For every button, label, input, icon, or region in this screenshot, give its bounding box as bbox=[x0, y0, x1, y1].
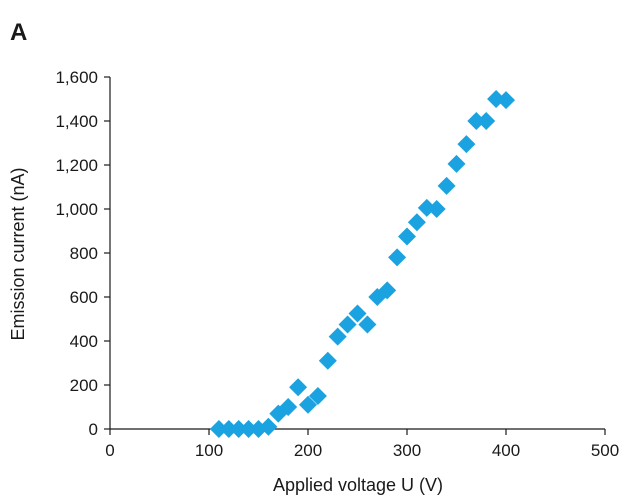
y-axis-ticks: 0 200 400 600 800 1,000 1,200 1,400 1,600 bbox=[55, 68, 110, 439]
data-point bbox=[328, 327, 347, 346]
data-point bbox=[239, 420, 258, 438]
x-tick-label: 200 bbox=[294, 441, 322, 460]
y-tick-label: 800 bbox=[70, 244, 98, 263]
data-point bbox=[497, 91, 515, 110]
data-point bbox=[299, 395, 317, 414]
data-point bbox=[358, 315, 377, 334]
y-tick-label: 600 bbox=[70, 288, 98, 307]
data-point bbox=[308, 387, 327, 405]
axes bbox=[109, 77, 605, 430]
data-point bbox=[388, 248, 407, 267]
x-tick-label: 0 bbox=[105, 441, 114, 460]
y-tick-label: 400 bbox=[70, 332, 98, 351]
data-point bbox=[318, 351, 337, 370]
x-axis-ticks: 0 100 200 300 400 500 bbox=[105, 429, 619, 460]
data-point bbox=[289, 378, 308, 397]
data-point bbox=[407, 213, 426, 232]
panel-label: A bbox=[10, 19, 27, 46]
x-axis-title: Applied voltage U (V) bbox=[273, 475, 443, 495]
data-point bbox=[457, 135, 476, 154]
y-tick-label: 200 bbox=[70, 376, 98, 395]
y-tick-label: 1,600 bbox=[55, 68, 98, 87]
data-point bbox=[338, 315, 357, 334]
data-point bbox=[219, 420, 238, 438]
data-point bbox=[398, 227, 416, 246]
data-point bbox=[378, 281, 397, 300]
data-point bbox=[427, 200, 446, 218]
data-point bbox=[209, 420, 228, 438]
x-tick-label: 500 bbox=[591, 441, 619, 460]
data-points bbox=[209, 90, 515, 438]
data-point bbox=[467, 112, 486, 130]
y-axis-title: Emission current (nA) bbox=[8, 167, 28, 340]
y-tick-label: 0 bbox=[89, 420, 98, 439]
y-tick-label: 1,000 bbox=[55, 200, 98, 219]
x-tick-label: 300 bbox=[393, 441, 421, 460]
y-tick-label: 1,400 bbox=[55, 112, 98, 131]
data-point bbox=[447, 154, 466, 173]
x-tick-label: 100 bbox=[195, 441, 223, 460]
data-point bbox=[229, 420, 248, 438]
data-point bbox=[437, 176, 456, 195]
x-tick-label: 400 bbox=[492, 441, 520, 460]
data-point bbox=[259, 417, 278, 436]
data-point bbox=[477, 112, 496, 130]
y-tick-label: 1,200 bbox=[55, 156, 98, 175]
data-point bbox=[279, 398, 298, 416]
data-point bbox=[348, 304, 367, 323]
